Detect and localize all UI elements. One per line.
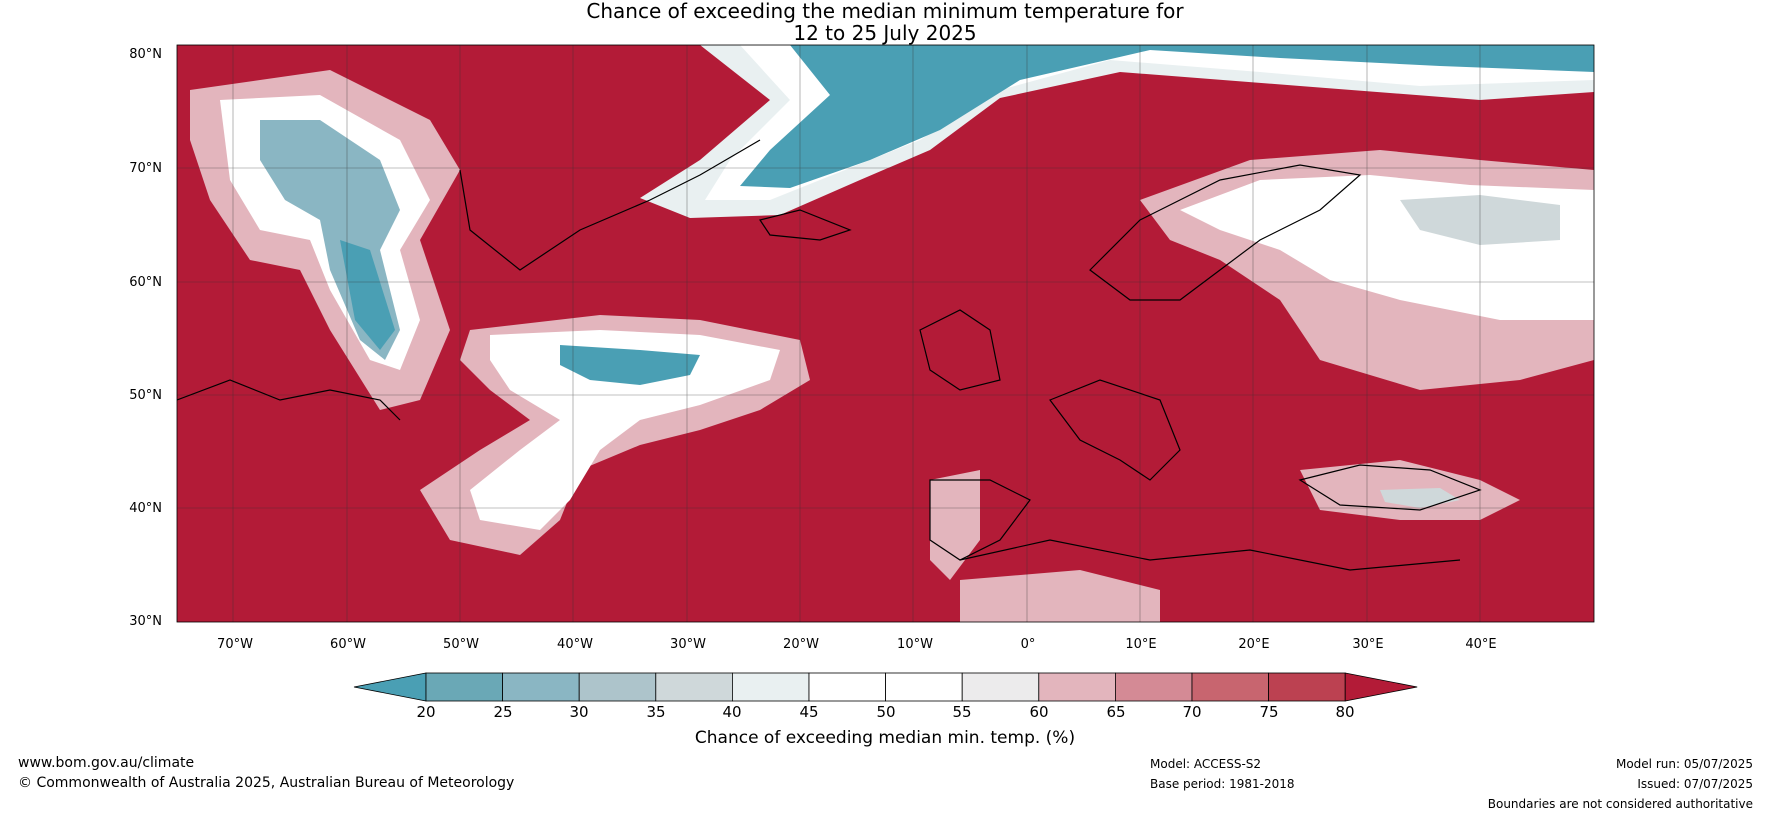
colorbar-segment	[1268, 672, 1346, 702]
lon-label: 20°W	[783, 637, 819, 652]
colorbar-tick: 50	[876, 703, 896, 721]
lat-label: 30°N	[129, 614, 162, 629]
colorbar-tick: 65	[1106, 703, 1126, 721]
colorbar-tick: 75	[1259, 703, 1279, 721]
lon-label: 60°W	[330, 637, 366, 652]
colorbar-segment	[1191, 672, 1269, 702]
lon-label: 40°E	[1465, 637, 1497, 652]
lat-label: 80°N	[129, 47, 162, 62]
model-run-text: Model run: 05/07/2025	[1615, 757, 1753, 771]
lat-label: 40°N	[129, 501, 162, 516]
lon-label: 10°E	[1125, 637, 1157, 652]
colorbar-tick: 55	[952, 703, 972, 721]
colorbar-tick: 80	[1335, 703, 1355, 721]
base-period-text: Base period: 1981-2018	[1150, 777, 1295, 791]
lon-label: 30°W	[670, 637, 706, 652]
colorbar-tick: 40	[722, 703, 742, 721]
model-text: Model: ACCESS-S2	[1150, 757, 1262, 771]
colorbar-segment	[961, 672, 1040, 702]
colorbar-tick: 35	[646, 703, 666, 721]
issued-text: Issued: 07/07/2025	[1637, 777, 1753, 791]
colorbar-tick: 25	[493, 703, 513, 721]
colorbar-arrow-low	[353, 672, 427, 702]
lon-label: 50°W	[443, 637, 479, 652]
coastlines	[177, 139, 1482, 571]
website-link[interactable]: www.bom.gov.au/climate	[18, 755, 195, 771]
colorbar-segment	[808, 672, 886, 702]
colorbar-segment	[425, 672, 503, 702]
colorbar-segment	[885, 672, 963, 702]
colorbar-tick: 60	[1029, 703, 1049, 721]
colorbar-segment	[655, 672, 733, 702]
lon-label: 40°W	[557, 637, 593, 652]
disclaimer-text: Boundaries are not considered authoritat…	[1487, 797, 1753, 811]
colorbar-segment	[732, 672, 810, 702]
lat-label: 60°N	[129, 275, 162, 290]
map-frame	[176, 44, 1595, 623]
lon-label: 30°E	[1352, 637, 1384, 652]
lon-label: 0°	[1020, 637, 1036, 652]
colorbar-tick: 30	[569, 703, 589, 721]
graticule	[177, 45, 1594, 622]
colorbar-tick: 70	[1182, 703, 1202, 721]
chart-title-line2: 12 to 25 July 2025	[793, 21, 977, 45]
colorbar-label: Chance of exceeding median min. temp. (%…	[694, 728, 1076, 748]
copyright-text: © Commonwealth of Australia 2025, Austra…	[18, 775, 515, 791]
chart-title-line1: Chance of exceeding the median minimum t…	[586, 0, 1184, 23]
colorbar-segment	[502, 672, 580, 702]
colorbar-segment	[1115, 672, 1193, 702]
colorbar-segment	[578, 672, 657, 702]
lon-label: 70°W	[217, 637, 253, 652]
colorbar-segment	[1038, 672, 1116, 702]
lon-label: 20°E	[1238, 637, 1270, 652]
lat-label: 70°N	[129, 161, 162, 176]
iberia-region	[930, 470, 980, 580]
lon-label: 10°W	[897, 637, 933, 652]
colorbar-tick: 45	[799, 703, 819, 721]
colorbar-arrow-high	[1344, 672, 1418, 702]
colorbar-tick: 20	[416, 703, 436, 721]
lat-label: 50°N	[129, 388, 162, 403]
